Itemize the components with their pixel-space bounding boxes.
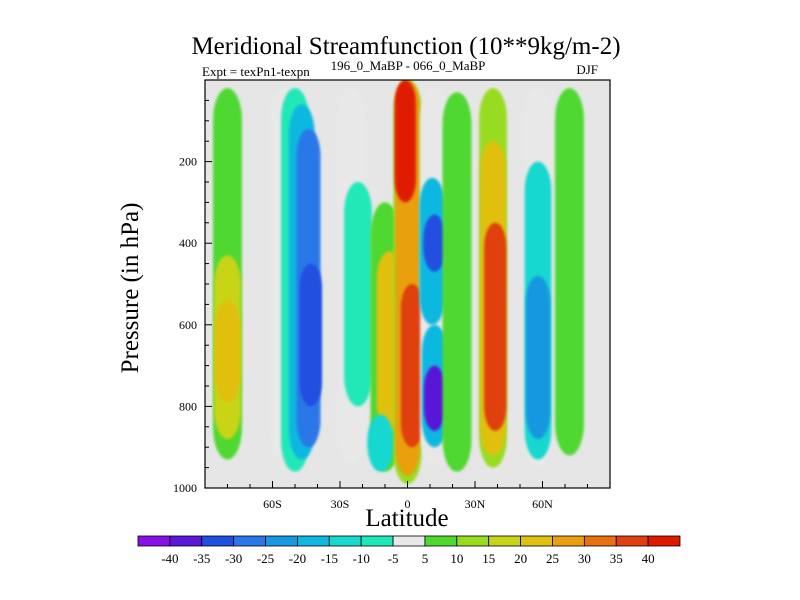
colorbar: -40 -35 -30 -25 -20 -15 -10 -5 5 10 15 20 25 30 35 40	[137, 535, 681, 566]
experiment-label: Expt = texPn1-texpn	[202, 64, 310, 79]
colorbar-swatch	[520, 535, 553, 547]
contour-cell	[367, 414, 394, 472]
period-label: 196_0_MaBP - 066_0_MaBP	[331, 58, 486, 73]
x-tick-label: 60N	[532, 497, 553, 511]
x-axis: 60S 30S 0 30N 60N	[227, 481, 588, 511]
contour-cell	[423, 214, 446, 272]
x-axis-label: Latitude	[365, 505, 448, 532]
y-axis: 200 400 600 800 1000	[173, 99, 212, 495]
colorbar-label: -40	[161, 551, 178, 566]
x-tick-label: 30S	[331, 497, 350, 511]
contour-cell	[555, 88, 584, 456]
colorbar-label: 30	[578, 551, 591, 566]
colorbar-label: 35	[610, 551, 623, 566]
colorbar-label: -20	[289, 551, 306, 566]
colorbar-label: 15	[482, 551, 495, 566]
contour-cell	[344, 182, 372, 407]
colorbar-swatch	[360, 535, 394, 547]
contour-fields	[213, 80, 584, 484]
colorbar-swatch	[201, 535, 235, 547]
colorbar-swatch	[392, 535, 426, 547]
season-label: DJF	[576, 62, 598, 77]
colorbar-label: 10	[450, 551, 463, 566]
contour-cell	[525, 275, 551, 440]
colorbar-label: 5	[422, 551, 429, 566]
y-tick-label: 600	[179, 318, 197, 332]
y-axis-label: Pressure (in hPa)	[117, 203, 144, 374]
contour-cell	[214, 300, 241, 403]
colorbar-label: 40	[642, 551, 655, 566]
contour-cell	[299, 263, 322, 407]
colorbar-label: -5	[388, 551, 399, 566]
colorbar-swatch	[328, 535, 362, 547]
x-tick-label: 30N	[465, 497, 486, 511]
y-tick-label: 200	[179, 155, 197, 169]
contour-cell	[400, 284, 424, 448]
contour-cell	[484, 222, 507, 431]
y-tick-label: 400	[179, 236, 197, 250]
colorbar-label: -30	[225, 551, 242, 566]
colorbar-label: 20	[514, 551, 527, 566]
colorbar-swatch	[488, 535, 521, 547]
x-tick-label: 0	[405, 497, 411, 511]
colorbar-label: 25	[546, 551, 559, 566]
colorbar-label: -15	[321, 551, 338, 566]
colorbar-swatch	[265, 535, 298, 547]
contour-cell	[442, 92, 472, 472]
x-tick-label: 60S	[263, 497, 282, 511]
colorbar-swatch	[137, 535, 171, 547]
colorbar-swatch	[297, 535, 330, 547]
colorbar-swatch	[169, 535, 203, 547]
colorbar-swatch	[615, 535, 649, 547]
contour-cell	[423, 365, 446, 431]
colorbar-label: -35	[193, 551, 210, 566]
colorbar-label: -25	[257, 551, 274, 566]
colorbar-swatch	[552, 535, 585, 547]
colorbar-swatch	[233, 535, 266, 547]
colorbar-swatch	[583, 535, 617, 547]
chart-title: Meridional Streamfunction (10**9kg/m-2)	[191, 33, 620, 60]
colorbar-swatch	[424, 535, 458, 547]
y-tick-label: 1000	[173, 481, 197, 495]
colorbar-swatch	[647, 535, 681, 547]
colorbar-label: -10	[353, 551, 370, 566]
colorbar-swatch	[456, 535, 490, 547]
contour-cell	[394, 80, 416, 203]
y-tick-label: 800	[179, 399, 197, 413]
